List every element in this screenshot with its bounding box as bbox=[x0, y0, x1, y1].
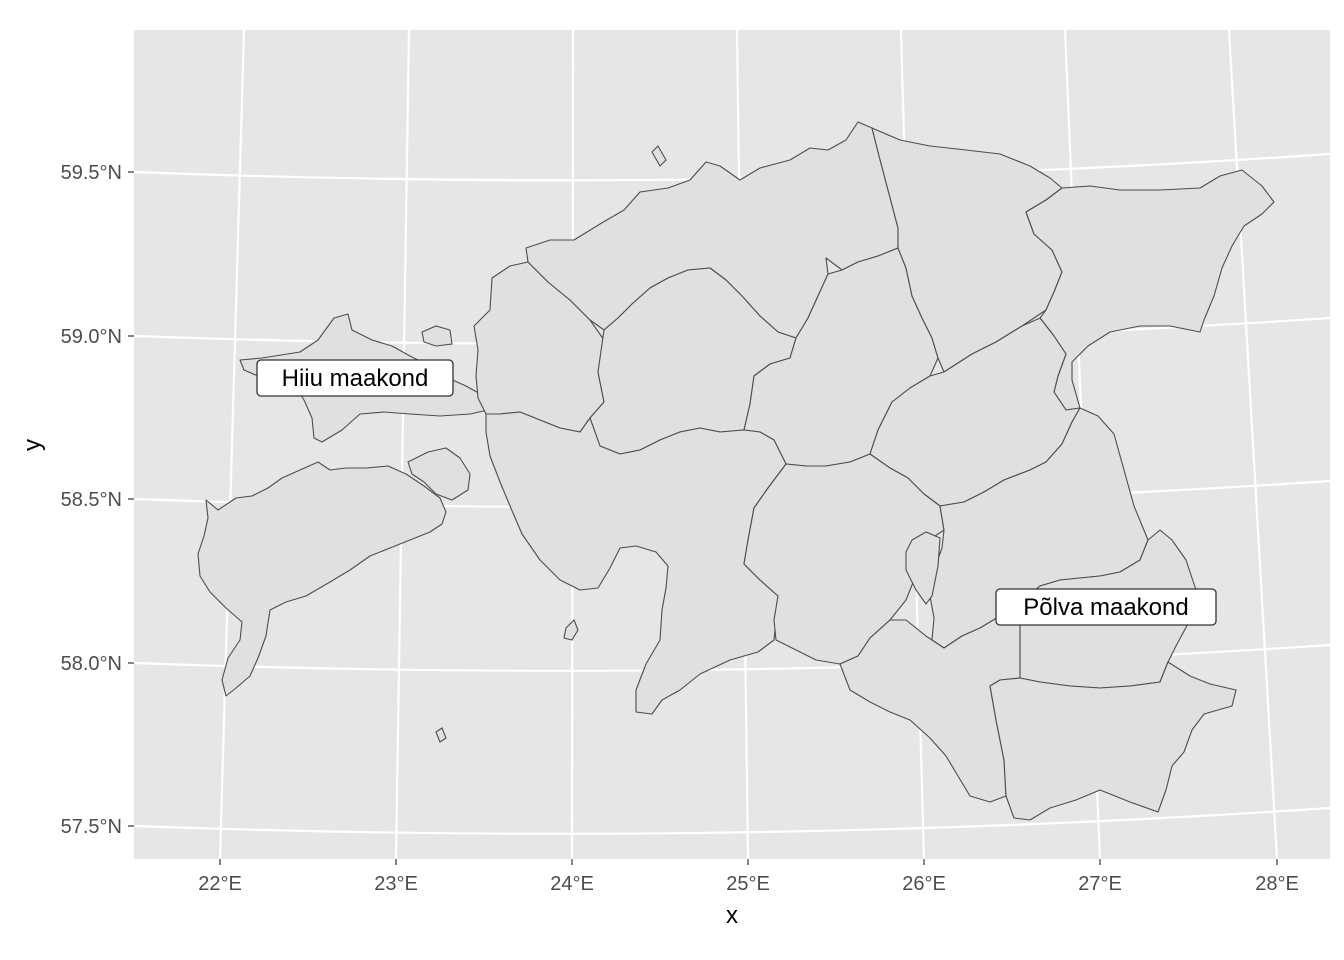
x-tick-label: 27°E bbox=[1078, 873, 1122, 895]
y-tick-label: 57.5°N bbox=[61, 816, 122, 838]
y-axis-title: y bbox=[19, 439, 46, 451]
x-tick-label: 22°E bbox=[198, 873, 242, 895]
county-voru bbox=[989, 661, 1237, 821]
x-tick-label: 24°E bbox=[550, 873, 594, 895]
y-axis: 59.5°N 59.0°N 58.5°N 58.0°N 57.5°N y bbox=[19, 162, 134, 838]
y-tick-label: 59.0°N bbox=[61, 326, 122, 348]
label-polva-box bbox=[995, 588, 1217, 626]
x-tick-label: 23°E bbox=[374, 873, 418, 895]
x-axis-title: x bbox=[726, 902, 738, 929]
x-tick-label: 28°E bbox=[1255, 873, 1299, 895]
label-hiiu: Hiiu maakond bbox=[256, 359, 454, 397]
label-hiiu-text: Hiiu maakond bbox=[282, 365, 429, 392]
county-parnu bbox=[485, 411, 787, 715]
y-tick-label: 58.5°N bbox=[61, 489, 122, 511]
y-tick-label: 59.5°N bbox=[61, 162, 122, 184]
label-hiiu-box bbox=[256, 359, 454, 397]
meridian-28 bbox=[1227, 30, 1279, 859]
meridian-23 bbox=[394, 30, 411, 859]
label-polva: Põlva maakond bbox=[995, 588, 1217, 626]
parallel-57-5 bbox=[134, 806, 1330, 835]
county-saare bbox=[197, 461, 447, 697]
island-vormsi bbox=[421, 325, 453, 347]
x-tick-label: 26°E bbox=[902, 873, 946, 895]
lake-vortsjarv bbox=[905, 531, 941, 605]
county-saare-muhu bbox=[407, 447, 471, 501]
county-ida-viru bbox=[1025, 169, 1275, 411]
label-polva-text: Põlva maakond bbox=[1023, 594, 1188, 621]
x-tick-label: 25°E bbox=[726, 873, 770, 895]
x-axis: 22°E 23°E 24°E 25°E 26°E 27°E 28°E x bbox=[198, 859, 1299, 929]
island-prangli bbox=[651, 145, 667, 167]
meridian-22 bbox=[218, 30, 246, 859]
y-tick-label: 58.0°N bbox=[61, 653, 122, 675]
island-kihnu bbox=[563, 619, 579, 641]
island-ruhnu bbox=[435, 727, 447, 743]
